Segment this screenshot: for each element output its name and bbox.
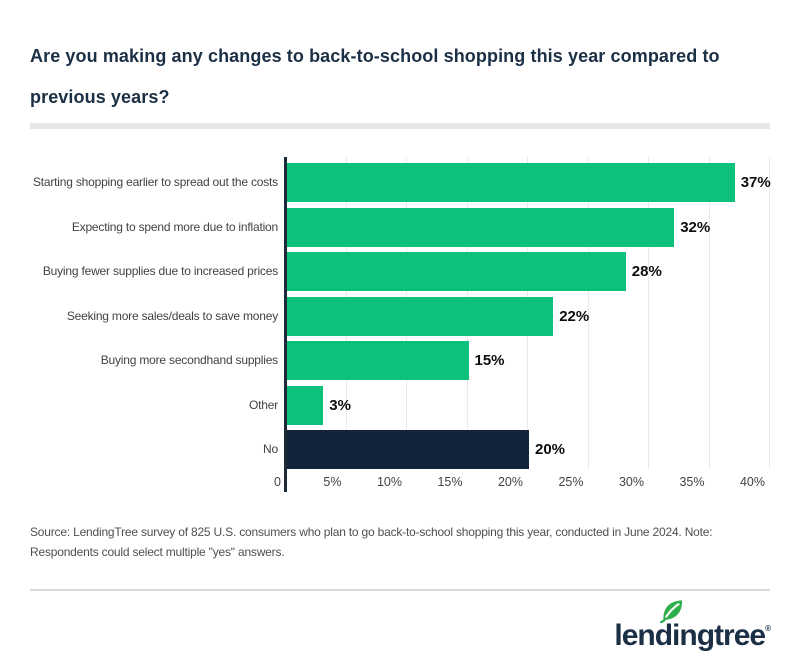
- category-label: Buying fewer supplies due to increased p…: [42, 264, 278, 278]
- gridline: [587, 157, 589, 469]
- x-tick-label: 5%: [323, 475, 342, 489]
- bar: [287, 341, 469, 380]
- bar-value-label: 37%: [740, 174, 771, 191]
- gridline: [648, 157, 649, 469]
- bar: [287, 207, 675, 247]
- bar-value-label: 15%: [474, 352, 505, 369]
- footer-divider: [30, 589, 770, 591]
- bar-value-label: 32%: [680, 218, 711, 236]
- gridline: [708, 157, 710, 469]
- x-tick-label: 30%: [618, 475, 644, 489]
- gridline: [769, 157, 770, 469]
- x-tick-label: 10%: [376, 475, 402, 489]
- source-note: Source: LendingTree survey of 825 U.S. c…: [30, 522, 790, 562]
- bar-value-label: 28%: [631, 263, 662, 280]
- x-tick-label: 35%: [679, 475, 705, 489]
- x-tick-label: 40%: [739, 475, 765, 489]
- source-line-2: Respondents could select multiple "yes" …: [30, 545, 285, 559]
- source-line-1: Source: LendingTree survey of 825 U.S. c…: [30, 525, 713, 539]
- x-tick-label: 25%: [558, 475, 584, 489]
- bar-value-label: 20%: [535, 441, 566, 458]
- registered-trademark: ®: [765, 624, 771, 633]
- category-label: Starting shopping earlier to spread out …: [32, 175, 278, 189]
- leaf-icon: [660, 600, 683, 623]
- bar: [287, 252, 626, 291]
- lendingtree-logo: lendingtree®: [614, 600, 771, 654]
- bar: [287, 430, 529, 469]
- bar: [287, 163, 735, 202]
- category-label: No: [263, 442, 278, 456]
- category-label: Seeking more sales/deals to save money: [66, 308, 278, 323]
- bar: [287, 385, 324, 425]
- bar: [287, 296, 554, 336]
- category-label: Expecting to spend more due to inflation: [71, 219, 278, 234]
- logo-wordmark: lendingtree®: [614, 619, 771, 652]
- category-label: Buying more secondhand supplies: [100, 353, 278, 367]
- x-tick-label: 15%: [437, 475, 463, 489]
- bar-value-label: 3%: [329, 396, 351, 414]
- x-tick-label: 0: [274, 475, 281, 489]
- x-tick-label: 20%: [497, 475, 523, 489]
- y-axis-line: [284, 157, 287, 492]
- category-label: Other: [248, 397, 278, 412]
- chart-title: Are you making any changes to back-to-sc…: [30, 46, 720, 107]
- bar-value-label: 22%: [559, 307, 590, 325]
- title-divider: [30, 123, 770, 129]
